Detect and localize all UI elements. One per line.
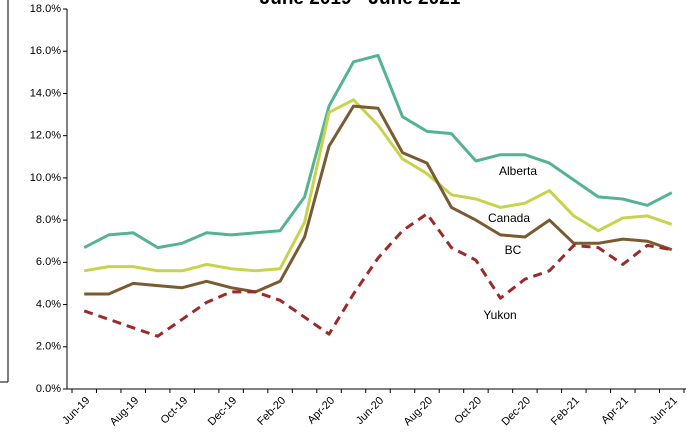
x-tick-label: Oct-20 [452,395,484,427]
x-tick-label: Aug-19 [108,395,142,429]
x-tick-label: Feb-21 [549,395,582,428]
y-tick-label: 2.0% [36,341,61,353]
series-label: BC [505,243,522,257]
series-line [84,104,673,296]
series-line [83,53,673,250]
chart-title: June 2019 - June 2021 [260,0,461,9]
series-line [83,98,673,273]
x-tick-label: Aug-20 [402,395,436,429]
y-tick-label: 0.0% [36,383,61,395]
x-tick-label: Apr-21 [599,395,631,427]
y-tick-label: 10.0% [30,172,61,184]
y-tick-label: 12.0% [30,130,61,142]
x-tick-label: Jun-21 [648,395,680,427]
y-tick-label: 6.0% [36,256,61,268]
y-tick-label: 18.0% [30,3,61,15]
y-tick-label: 8.0% [36,214,61,226]
series-label: Canada [488,211,530,225]
x-tick-label: Dec-20 [499,395,533,429]
series-label: Yukon [483,308,516,322]
x-tick-label: Jun-19 [60,395,92,427]
x-tick-label: Oct-19 [159,395,191,427]
x-tick-label: Dec-19 [206,395,240,429]
y-tick-label: 4.0% [36,298,61,310]
x-tick-label: Jun-20 [354,395,386,427]
x-tick-label: Apr-20 [305,395,337,427]
x-tick-label: Feb-20 [255,395,288,428]
series-line [83,212,673,338]
series-label: Alberta [499,164,537,178]
y-tick-label: 14.0% [30,87,61,99]
y-tick-label: 16.0% [30,45,61,57]
